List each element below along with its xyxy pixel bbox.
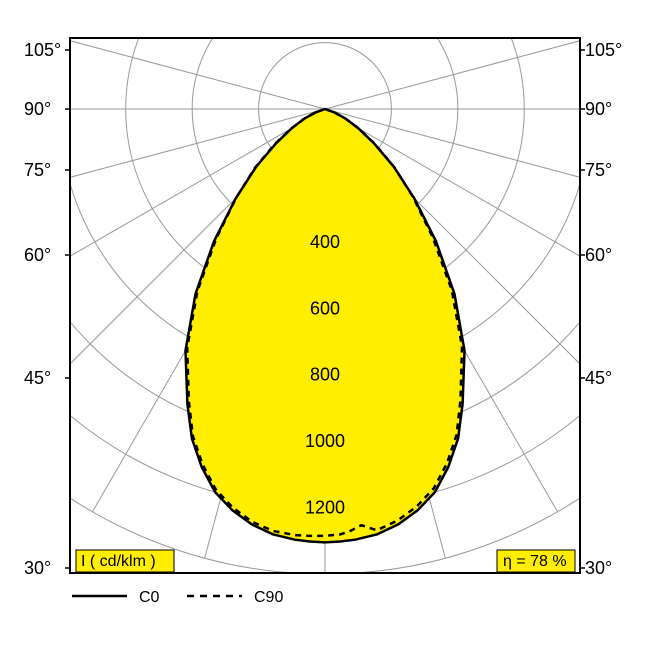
- eta-label: η = 78 %: [503, 553, 567, 570]
- angle-tick-left: 45°: [24, 368, 51, 388]
- angle-tick-left: 105°: [24, 40, 61, 60]
- angle-tick-left: 90°: [24, 99, 51, 119]
- radial-label: 1000: [305, 431, 345, 451]
- angle-tick-right: 75°: [585, 160, 612, 180]
- intensity-fill: [186, 109, 465, 542]
- legend-c90-label: C90: [254, 589, 283, 606]
- angle-tick-right: 60°: [585, 245, 612, 265]
- angle-tick-right: 30°: [585, 558, 612, 578]
- angle-tick-left: 60°: [24, 245, 51, 265]
- radial-label: 800: [310, 365, 340, 385]
- angle-tick-left: 75°: [24, 160, 51, 180]
- angle-tick-right: 105°: [585, 40, 622, 60]
- radial-label: 400: [310, 232, 340, 252]
- angle-tick-left: 30°: [24, 558, 51, 578]
- angle-tick-right: 45°: [585, 368, 612, 388]
- units-label: I ( cd/klm ): [81, 553, 156, 570]
- legend-c0-label: C0: [139, 589, 160, 606]
- radial-label: 600: [310, 298, 340, 318]
- radial-label: 1200: [305, 498, 345, 518]
- polar-chart: 400 600 800 1000 1200 I ( cd/klm ) η = 78 % 105…: [0, 0, 650, 650]
- angle-tick-right: 90°: [585, 99, 612, 119]
